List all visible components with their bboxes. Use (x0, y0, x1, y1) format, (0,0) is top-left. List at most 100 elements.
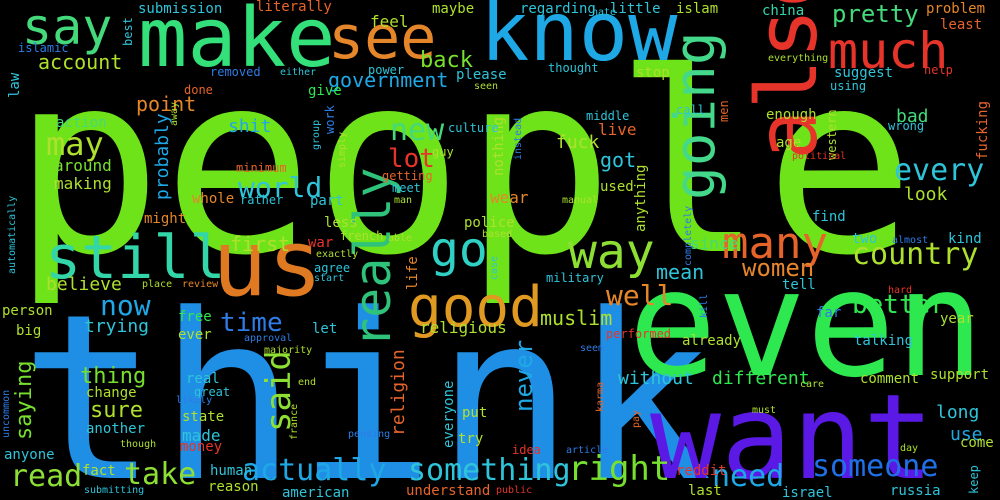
word-know: know (480, 0, 678, 80)
word-bad: bad (896, 106, 929, 127)
word-want: want (650, 368, 935, 500)
word-use: use (950, 424, 983, 445)
word-better: better (852, 290, 946, 320)
word-still: still (45, 223, 226, 293)
word-try: try (458, 431, 484, 447)
word-majority: majority (264, 345, 313, 356)
word-must: must (752, 405, 777, 416)
word-pretty: pretty (832, 0, 919, 28)
word-political: political (792, 151, 847, 162)
word-first: first (230, 232, 291, 256)
word-fact: fact (82, 463, 116, 479)
word-wrong: wrong (888, 119, 925, 133)
word-understand: understand (406, 483, 491, 499)
word-much: much (828, 22, 949, 80)
word-away: away (169, 101, 180, 126)
word-approval: approval (244, 333, 293, 344)
word-place: place (142, 279, 173, 290)
word-age: age (776, 135, 802, 151)
word-good: good (408, 275, 543, 340)
word-reddit: reddit (676, 463, 727, 479)
word-thought: thought (548, 61, 599, 75)
word-talking: talking (854, 333, 914, 349)
word-something: something (408, 453, 571, 488)
word-trying: trying (84, 316, 150, 337)
word-call: call (676, 103, 705, 117)
word-take: take (124, 457, 197, 492)
word-two: two (852, 231, 878, 247)
word-last: last (688, 483, 722, 499)
word-best: best (121, 17, 135, 46)
word-make: make (138, 0, 336, 86)
word-come: come (960, 435, 994, 451)
word-simply: simply (337, 131, 348, 168)
word-uncommon: uncommon (1, 389, 12, 438)
word-based: based (482, 229, 513, 240)
word-power: power (368, 63, 405, 77)
word-lot: lot (388, 144, 435, 174)
word-country: country (852, 237, 979, 272)
word-time: time (220, 308, 283, 338)
word-keep: keep (967, 465, 981, 494)
word-anything: anything (633, 164, 649, 232)
word-law: law (7, 72, 23, 98)
word-muslim: muslim (540, 306, 613, 330)
word-may: may (46, 125, 104, 163)
word-least: least (940, 17, 983, 33)
word-review: review (182, 279, 219, 290)
word-pending: pending (348, 429, 391, 440)
word-person: person (2, 303, 53, 319)
word-men: men (717, 100, 731, 122)
word-start: start (314, 273, 345, 284)
word-free: free (178, 309, 212, 325)
word-china: china (762, 3, 805, 19)
word-agree: agree (314, 261, 351, 275)
word-believe: believe (46, 274, 122, 295)
word-since: since (690, 234, 739, 253)
word-religion: religion (388, 349, 409, 436)
word-never: never (510, 339, 538, 412)
word-feel: feel (370, 12, 409, 31)
word-using: using (830, 79, 867, 93)
word-think: think (20, 266, 713, 500)
word-idea: idea (512, 443, 541, 457)
word-well: well (606, 279, 674, 312)
word-enough: enough (766, 107, 817, 123)
word-let: let (312, 321, 338, 337)
word-submission: submission (138, 1, 223, 17)
word-live: live (598, 120, 637, 139)
word-right: right (568, 449, 671, 489)
word-middle: middle (586, 109, 630, 123)
word-less: less (324, 215, 358, 231)
word-way: way (568, 224, 655, 280)
word-back: back (420, 48, 473, 73)
word-seen: seen (474, 81, 499, 92)
word-done: done (184, 83, 213, 97)
word-mean: mean (656, 260, 705, 284)
word-help: help (924, 63, 953, 77)
word-suggest: suggest (834, 65, 894, 81)
word-able: able (388, 233, 413, 244)
word-year: year (940, 311, 974, 327)
word-french: french (340, 229, 384, 243)
word-money: money (180, 439, 223, 455)
word-actually: actually (242, 453, 387, 488)
word-group: group (311, 119, 322, 150)
word-end: end (298, 377, 317, 388)
word-look: look (904, 184, 948, 205)
word-article: article (566, 445, 609, 456)
word-military: military (546, 271, 604, 285)
word-france: france (289, 403, 300, 440)
word-made: made (182, 426, 221, 445)
word-israel: israel (782, 485, 833, 500)
word-us: us (212, 210, 323, 317)
word-point: point (136, 92, 197, 116)
word-minimum: minimum (236, 161, 287, 175)
word-islam: islam (676, 1, 719, 17)
word-state: state (182, 409, 225, 425)
word-fucking: fucking (975, 100, 991, 160)
word-need: need (712, 459, 785, 494)
word-manual: manual (562, 195, 599, 206)
word-far: far (816, 305, 842, 321)
